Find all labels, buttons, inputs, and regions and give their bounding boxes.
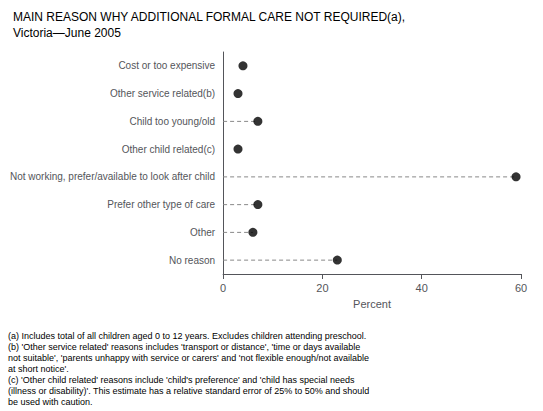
svg-text:40: 40 bbox=[416, 282, 428, 294]
svg-text:Child too young/old: Child too young/old bbox=[129, 116, 215, 127]
svg-text:not suitable', 'parents unhapp: not suitable', 'parents unhappy with ser… bbox=[8, 353, 369, 363]
svg-text:Not working, prefer/available: Not working, prefer/available to look af… bbox=[10, 171, 215, 182]
svg-text:(b) 'Other service related' re: (b) 'Other service related' reasons incl… bbox=[8, 342, 360, 352]
svg-text:No reason: No reason bbox=[169, 255, 215, 266]
svg-text:be used with caution.: be used with caution. bbox=[8, 397, 93, 407]
svg-text:Prefer other type of care: Prefer other type of care bbox=[107, 199, 215, 210]
svg-text:Other: Other bbox=[190, 227, 216, 238]
svg-text:Victoria—June 2005: Victoria—June 2005 bbox=[13, 26, 121, 40]
svg-text:Other service related(b): Other service related(b) bbox=[110, 88, 215, 99]
svg-text:(c) 'Other child related' reas: (c) 'Other child related' reasons includ… bbox=[8, 375, 355, 385]
svg-text:Percent: Percent bbox=[353, 298, 391, 310]
svg-text:at short notice'.: at short notice'. bbox=[8, 364, 69, 374]
svg-text:MAIN REASON WHY ADDITIONAL FOR: MAIN REASON WHY ADDITIONAL FORMAL CARE N… bbox=[13, 10, 405, 24]
svg-text:20: 20 bbox=[316, 282, 328, 294]
svg-text:(a) Includes total of all chil: (a) Includes total of all children aged … bbox=[8, 331, 366, 341]
svg-text:60: 60 bbox=[515, 282, 527, 294]
svg-text:Cost or too expensive: Cost or too expensive bbox=[118, 60, 215, 71]
svg-text:0: 0 bbox=[220, 282, 226, 294]
svg-text:(illness or disability)'. This: (illness or disability)'. This estimate … bbox=[8, 386, 369, 396]
svg-text:Other child related(c): Other child related(c) bbox=[122, 144, 215, 155]
